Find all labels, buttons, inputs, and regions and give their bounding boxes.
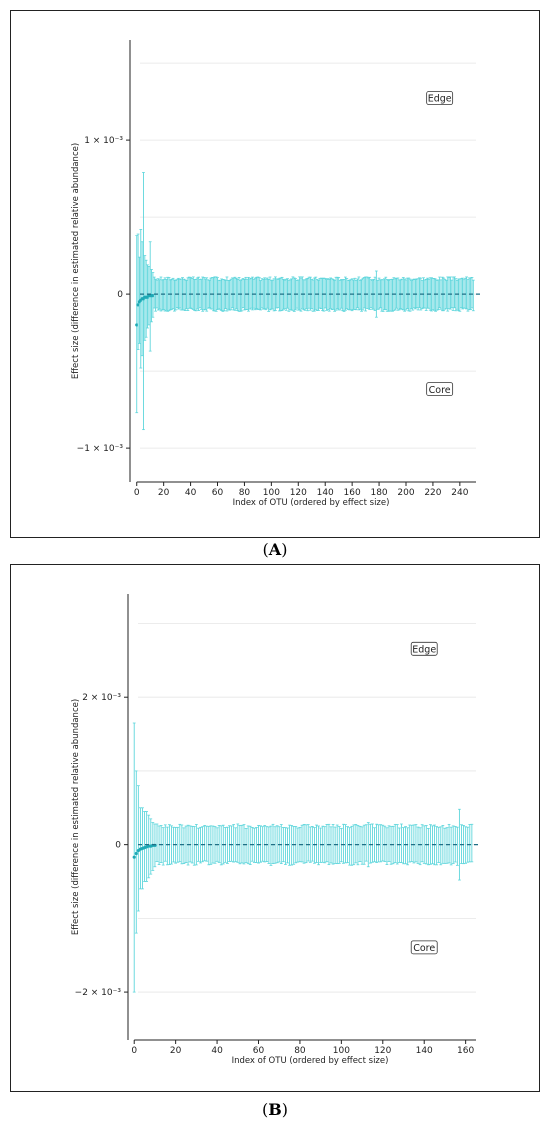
region-label-edge-text: Edge — [412, 644, 436, 655]
panel-a-chart: −1 × 10⁻³ 0 1 × 10⁻³ 0 20 40 60 80 100 120 140 160 1… — [71, 40, 480, 508]
y-tick-label: −1 × 10⁻³ — [77, 444, 124, 454]
region-label-core: Core — [426, 382, 454, 396]
y-tick-label: 0 — [117, 290, 123, 300]
region-label-edge: Edge — [426, 91, 454, 105]
x-tick-label: 80 — [239, 488, 251, 498]
x-tick-label: 40 — [185, 488, 197, 498]
x-tick-label: 120 — [290, 488, 307, 498]
x-tick-label: 160 — [344, 488, 361, 498]
region-label-core-box — [426, 382, 454, 396]
y-tick-label: 1 × 10⁻³ — [84, 136, 123, 146]
x-tick-label: 20 — [158, 488, 170, 498]
region-label-core-box — [410, 940, 438, 955]
region-label-edge-text: Edge — [428, 94, 452, 105]
x-tick-label: 60 — [212, 488, 224, 498]
x-tick-label: 0 — [131, 1046, 137, 1056]
x-tick-label: 140 — [416, 1046, 433, 1056]
data-point — [135, 323, 139, 327]
y-tick-label: 2 × 10⁻³ — [82, 693, 121, 703]
x-tick-label: 220 — [424, 488, 441, 498]
y-tick-label: −2 × 10⁻³ — [75, 988, 122, 998]
region-label-core-text: Core — [413, 943, 435, 954]
data-point — [134, 851, 138, 856]
panel-b-chart: −2 × 10⁻³ 0 2 × 10⁻³ 0 20 40 60 80 100 120 140 160 I… — [71, 594, 480, 1066]
x-tick-label: 40 — [211, 1046, 223, 1056]
x-tick-label: 200 — [397, 488, 414, 498]
x-tick-label: 0 — [134, 488, 140, 498]
x-tick-label: 100 — [263, 488, 280, 498]
y-tick-label: 0 — [115, 841, 121, 851]
panel-label-a: (A) — [262, 540, 288, 559]
error-bars — [135, 172, 475, 431]
y-axis-title: Effect size (difference in estimated rel… — [71, 143, 81, 379]
x-tick-label: 120 — [374, 1046, 391, 1056]
x-tick-label: 20 — [170, 1046, 182, 1056]
data-point — [151, 294, 155, 298]
x-tick-label: 140 — [317, 488, 334, 498]
x-tick-label: 180 — [370, 488, 387, 498]
region-label-edge-box — [410, 641, 438, 656]
region-label-edge-box — [426, 91, 454, 105]
x-tick-label: 80 — [294, 1046, 306, 1056]
region-label-edge: Edge — [410, 641, 438, 656]
data-point — [136, 303, 140, 307]
x-tick-label: 60 — [253, 1046, 265, 1056]
y-axis-title: Effect size (difference in estimated rel… — [71, 699, 81, 935]
x-axis-title: Index of OTU (ordered by effect size) — [232, 1056, 389, 1066]
region-label-core: Core — [410, 940, 438, 955]
x-tick-label: 100 — [333, 1046, 350, 1056]
panel-label-b: (B) — [261, 1100, 289, 1119]
x-tick-label: 240 — [451, 488, 468, 498]
data-point — [132, 855, 136, 859]
region-label-core-text: Core — [429, 385, 451, 396]
x-axis-title: Index of OTU (ordered by effect size) — [233, 498, 390, 508]
x-tick-label: 160 — [457, 1046, 474, 1056]
